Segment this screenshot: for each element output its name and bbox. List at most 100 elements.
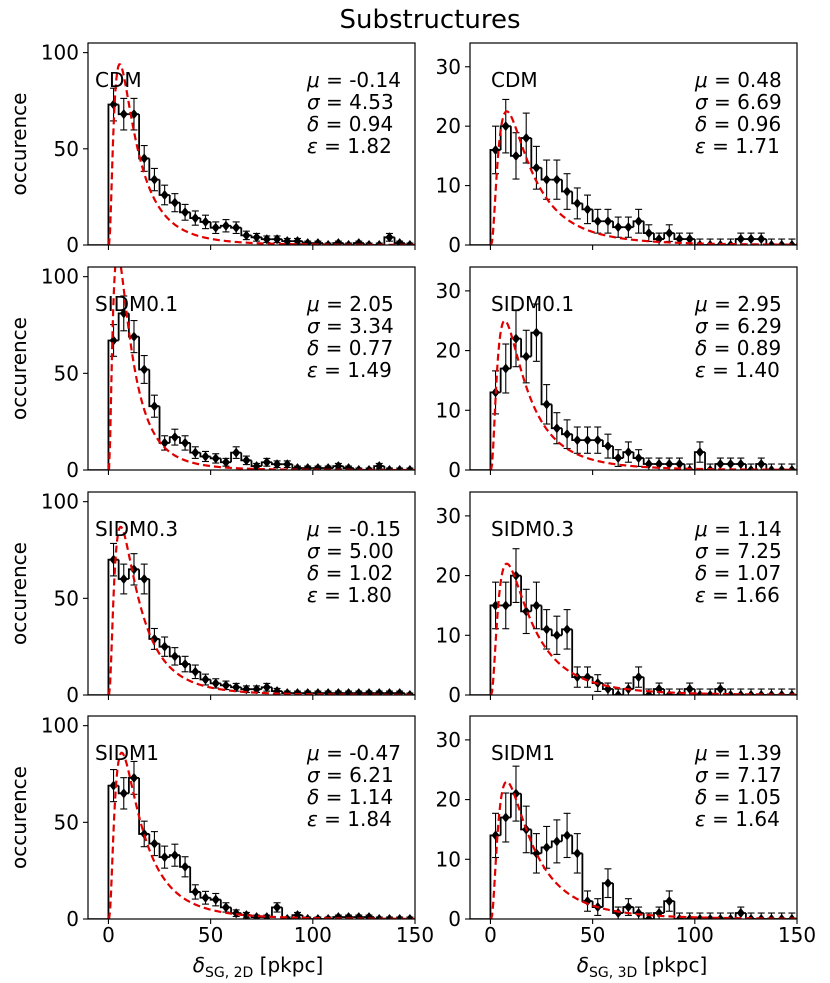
x-axis-label-left: δSG, 2D [pkpc] — [193, 953, 324, 981]
data-point — [624, 222, 633, 233]
data-point — [211, 453, 220, 464]
data-point — [614, 453, 623, 464]
fit-param-mu: μ = 2.95 — [694, 292, 782, 316]
fit-param-epsilon: ε = 1.49 — [307, 358, 392, 382]
y-tick-label: 50 — [54, 586, 79, 610]
data-point — [624, 902, 633, 913]
data-point — [211, 894, 220, 905]
data-point — [262, 457, 271, 468]
y-axis-label: occurence — [7, 317, 31, 420]
data-point — [303, 463, 312, 470]
data-point — [552, 836, 561, 847]
fit-param-mu: μ = 0.48 — [694, 68, 782, 92]
hist-bin — [107, 103, 119, 245]
model-label: SIDM0.3 — [95, 517, 178, 541]
data-point — [324, 688, 333, 695]
hist-bin — [745, 464, 757, 470]
data-point — [293, 236, 302, 245]
data-point — [191, 666, 200, 677]
data-point — [716, 684, 725, 695]
fit-param-delta: δ = 1.07 — [695, 561, 781, 585]
data-point — [655, 459, 664, 470]
data-point — [511, 150, 520, 161]
data-point — [221, 902, 230, 913]
data-point — [334, 238, 343, 245]
data-point — [542, 842, 551, 853]
data-point — [405, 465, 414, 470]
fit-param-epsilon: ε = 1.40 — [695, 358, 780, 382]
data-point — [181, 207, 190, 218]
panel-sidm1-2d: 0 50 100 0 50 100 150 occurence SIDM1 μ = -0.47σ … — [7, 714, 434, 947]
data-point — [334, 688, 343, 695]
y-tick-label: 0 — [66, 683, 79, 707]
fit-param-epsilon: ε = 1.80 — [307, 583, 392, 607]
axes-frame — [469, 715, 798, 920]
data-point — [603, 216, 612, 227]
data-point — [334, 912, 343, 919]
plot-area — [470, 548, 797, 695]
data-point — [532, 600, 541, 611]
data-point — [501, 121, 510, 132]
data-point — [181, 659, 190, 670]
data-point — [757, 234, 766, 245]
panel-cdm-2d: 0 50 100 occurence CDM μ = -0.14σ = 4.53δ = 0… — [7, 41, 416, 257]
data-point — [522, 351, 531, 362]
y-tick-label: 20 — [436, 114, 461, 138]
data-point — [160, 437, 169, 448]
data-point — [634, 672, 643, 683]
data-point — [624, 447, 633, 458]
data-point — [385, 465, 394, 470]
data-point — [221, 680, 230, 691]
fit-curve — [489, 110, 797, 245]
data-point — [140, 574, 149, 584]
hist-bin — [281, 907, 293, 919]
data-point — [119, 109, 128, 120]
panel-sidm0.1-3d: 0 10 20 30 SIDM0.1 μ = 2.95σ = 6.29δ = 0.89ε … — [436, 266, 798, 482]
axes-frame — [469, 266, 798, 471]
y-tick-label: 0 — [448, 907, 461, 931]
model-label: SIDM0.1 — [95, 292, 178, 316]
data-point — [273, 902, 282, 913]
data-point — [283, 236, 292, 245]
data-point — [542, 624, 551, 635]
data-point — [583, 435, 592, 446]
fit-param-delta: δ = 0.94 — [307, 112, 393, 136]
panel-cdm-3d: 0 10 20 30 CDM μ = 0.48σ = 6.69δ = 0.96ε = 1.… — [436, 42, 798, 257]
data-point — [405, 240, 414, 245]
svg-text:δSG, 3D [pkpc]: δSG, 3D [pkpc] — [577, 953, 708, 981]
data-point — [344, 463, 353, 470]
data-point — [293, 463, 302, 470]
data-point — [313, 463, 322, 470]
data-point — [129, 772, 138, 783]
hist-bin — [642, 677, 654, 695]
data-point — [385, 232, 394, 243]
data-point — [354, 688, 363, 695]
data-point — [140, 364, 149, 375]
y-tick-label: 50 — [54, 810, 79, 834]
panel-sidm1-3d: 0 10 20 30 0 50 100 150 SIDM1 μ = 1.39σ = 7.17δ =… — [436, 715, 816, 947]
data-point — [375, 688, 384, 695]
x-tick-label: 100 — [676, 923, 714, 947]
data-point — [603, 878, 612, 889]
fit-param-mu: μ = 2.05 — [306, 292, 394, 316]
data-point — [262, 682, 271, 693]
data-point — [365, 688, 374, 695]
data-point — [563, 830, 572, 841]
data-point — [242, 230, 251, 241]
y-tick-label: 0 — [448, 683, 461, 707]
data-point — [232, 222, 241, 233]
data-point — [273, 234, 282, 245]
y-tick-label: 0 — [66, 458, 79, 482]
data-point — [150, 174, 159, 185]
axes-frame — [87, 715, 416, 920]
data-point — [313, 238, 322, 245]
hist-bin — [642, 913, 654, 919]
data-point — [150, 401, 159, 412]
data-point — [563, 429, 572, 440]
fit-param-delta: δ = 0.77 — [307, 336, 393, 360]
data-point — [119, 788, 128, 799]
data-point — [685, 234, 694, 245]
fit-param-epsilon: ε = 1.64 — [695, 807, 780, 831]
y-tick-label: 100 — [41, 41, 79, 65]
data-point — [221, 220, 230, 231]
